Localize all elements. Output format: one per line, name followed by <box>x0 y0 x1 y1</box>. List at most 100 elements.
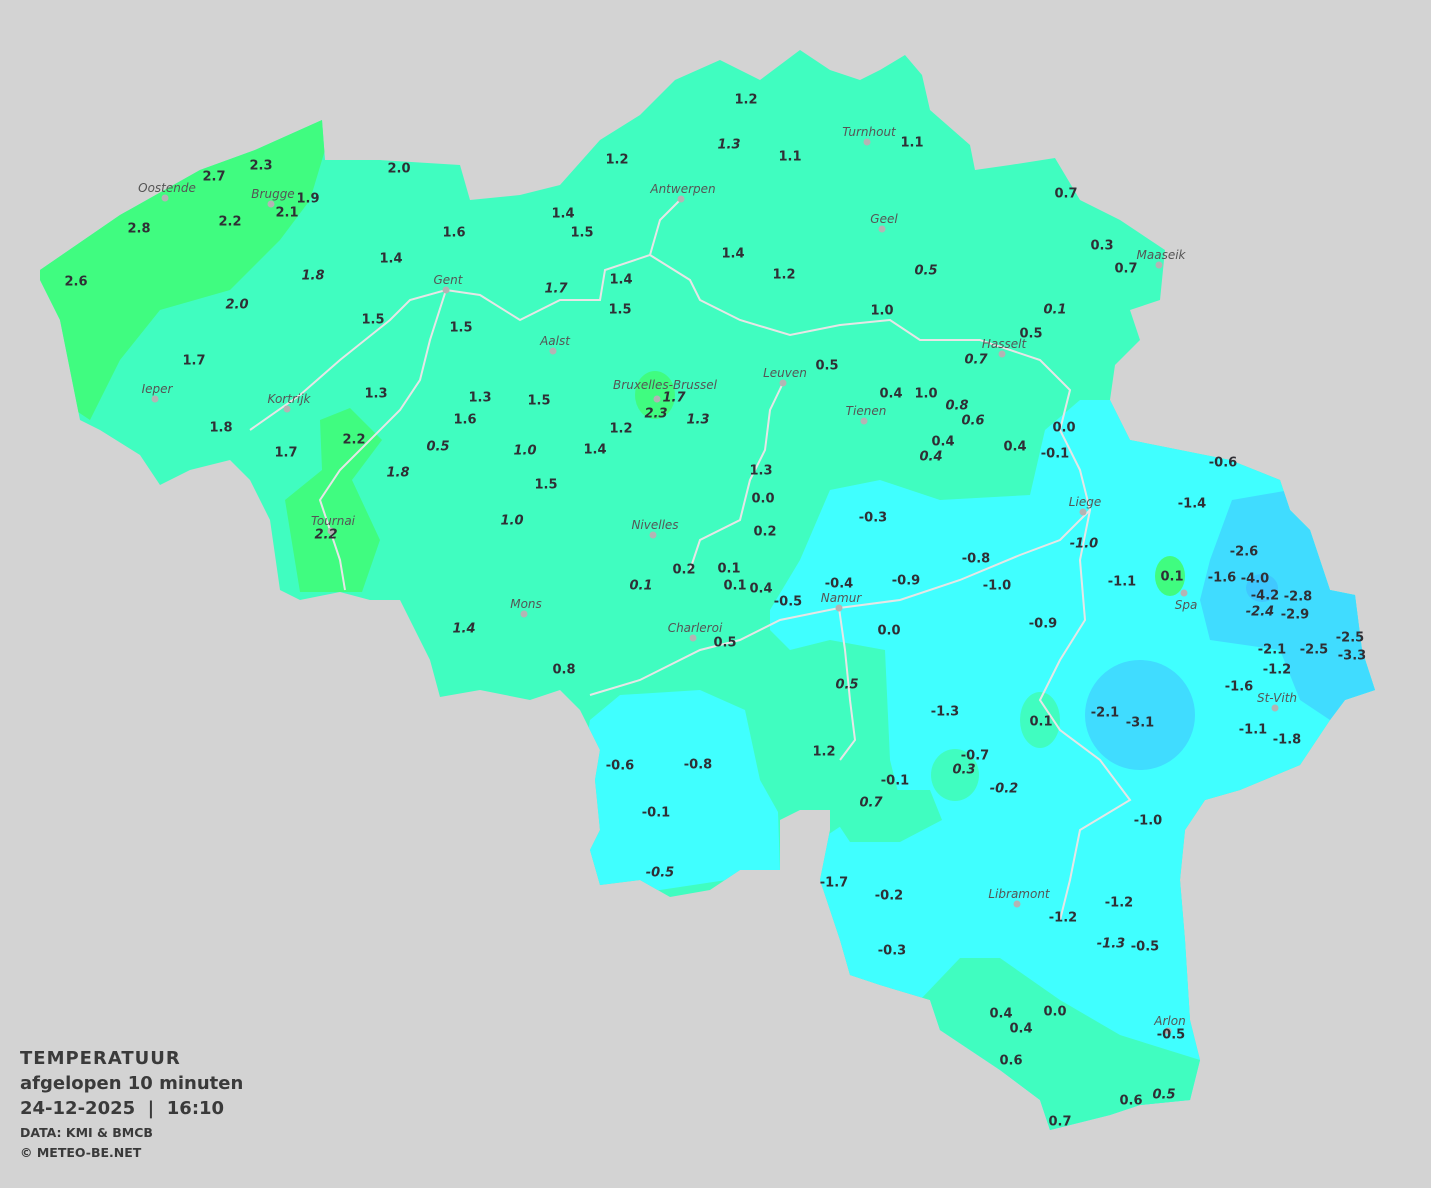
band-0-to-2-patch <box>1020 692 1060 748</box>
station-temperature: 1.4 <box>583 442 607 458</box>
station-temperature: 0.4 <box>931 434 955 450</box>
station-temperature: 1.3 <box>749 463 773 479</box>
station-temperature: 0.0 <box>1052 420 1076 436</box>
station-temperature: -1.0 <box>982 578 1012 594</box>
station-temperature: -4.2 <box>1250 588 1280 604</box>
station-temperature: 1.3 <box>468 390 492 406</box>
city-label: Maaseik <box>1136 248 1186 262</box>
station-temperature: -2.4 <box>1245 604 1275 620</box>
station-temperature: 1.7 <box>662 390 686 406</box>
station-temperature: -0.6 <box>605 758 635 774</box>
station-temperature: 1.3 <box>364 386 388 402</box>
station-temperature: -1.2 <box>1048 910 1078 926</box>
city-label: Tournai <box>310 514 356 528</box>
station-temperature: 1.5 <box>534 477 558 493</box>
city-label: Namur <box>820 591 862 605</box>
city-marker <box>161 194 169 202</box>
city-label: Bruxelles-Brussel <box>613 378 717 392</box>
station-temperature: 0.3 <box>1090 238 1114 254</box>
station-temperature: -0.5 <box>645 865 675 881</box>
station-temperature: -0.7 <box>960 748 990 764</box>
station-temperature: 0.0 <box>751 491 775 507</box>
station-temperature: 1.4 <box>721 246 745 262</box>
map-subtitle: afgelopen 10 minuten <box>20 1073 244 1094</box>
city-marker <box>442 286 450 294</box>
station-temperature: 1.9 <box>296 191 320 207</box>
station-temperature: 2.0 <box>225 297 249 313</box>
station-temperature: 2.8 <box>127 221 151 237</box>
station-temperature: -0.5 <box>1156 1027 1186 1043</box>
band-above-2-brussels <box>635 371 675 419</box>
city-marker <box>520 610 528 618</box>
city-label: Libramont <box>988 887 1050 901</box>
station-temperature: 1.0 <box>870 303 894 319</box>
station-temperature: -0.9 <box>891 573 921 589</box>
station-temperature: 2.3 <box>644 406 668 422</box>
station-temperature: -1.2 <box>1104 895 1134 911</box>
station-temperature: -1.0 <box>1069 536 1099 552</box>
station-temperature: 2.3 <box>249 158 273 174</box>
band-above-2-coast <box>40 100 340 420</box>
station-temperature: 0.7 <box>1054 186 1078 202</box>
station-temperature: 1.4 <box>551 206 575 222</box>
station-temperature: 0.6 <box>961 413 985 429</box>
station-temperature: -2.9 <box>1280 607 1310 623</box>
station-temperature: 0.5 <box>815 358 839 374</box>
city-label: Mons <box>510 597 542 611</box>
station-temperature: 0.8 <box>552 662 576 678</box>
station-temperature: 0.4 <box>749 581 773 597</box>
city-label: Tienen <box>845 404 887 418</box>
station-temperature: 1.2 <box>609 421 633 437</box>
station-temperature: -1.2 <box>1262 662 1292 678</box>
station-temperature: -1.7 <box>819 875 849 891</box>
station-temperature: 1.8 <box>386 465 410 481</box>
station-temperature: 1.0 <box>513 443 537 459</box>
station-temperature: 1.2 <box>772 267 796 283</box>
city-marker <box>860 417 868 425</box>
station-temperature: -1.8 <box>1272 732 1302 748</box>
station-temperature: 1.1 <box>900 135 924 151</box>
band-below-minus4 <box>1246 574 1278 602</box>
city-label: Liege <box>1068 495 1102 509</box>
station-temperature: 0.4 <box>1009 1021 1033 1037</box>
station-temperature: 0.5 <box>426 439 450 455</box>
city-marker <box>878 225 886 233</box>
station-temperature: 1.1 <box>778 149 802 165</box>
station-temperature: 1.4 <box>609 272 633 288</box>
band-minus2-to-minus4-hautes-fagnes <box>1085 660 1195 770</box>
station-temperature: -2.5 <box>1299 642 1329 658</box>
station-temperature: 1.2 <box>812 744 836 760</box>
city-label: Turnhout <box>842 125 896 139</box>
band-0-to-2-givet <box>830 790 942 842</box>
station-temperature: -4.0 <box>1240 571 1270 587</box>
station-temperature: -1.1 <box>1107 574 1137 590</box>
station-temperature: 2.0 <box>387 161 411 177</box>
station-temperature: -3.3 <box>1337 648 1367 664</box>
station-temperature: -2.6 <box>1229 544 1259 560</box>
city-label: Spa <box>1174 598 1198 612</box>
station-temperature: 2.7 <box>202 169 226 185</box>
data-source: DATA: KMI & BMCB <box>20 1125 153 1140</box>
station-temperature: 1.5 <box>449 320 473 336</box>
station-temperature: 1.5 <box>361 312 385 328</box>
station-temperature: 0.4 <box>919 449 943 465</box>
city-marker <box>1271 704 1279 712</box>
band-above-0-spa <box>1155 556 1185 596</box>
city-marker <box>835 604 843 612</box>
city-marker <box>151 395 159 403</box>
station-temperature: 2.2 <box>218 214 242 230</box>
city-label: Arlon <box>1154 1014 1186 1028</box>
city-label: Kortrijk <box>267 392 311 406</box>
station-temperature: 0.5 <box>1152 1087 1176 1103</box>
station-temperature: -2.1 <box>1090 705 1120 721</box>
station-temperature: 0.3 <box>952 762 976 778</box>
station-temperature: 2.2 <box>342 432 366 448</box>
station-temperature: 0.6 <box>999 1053 1023 1069</box>
station-temperature: 0.1 <box>629 578 653 594</box>
station-temperature: 1.7 <box>544 281 568 297</box>
city-marker <box>549 347 557 355</box>
station-temperature: -0.5 <box>773 594 803 610</box>
band-0-to-minus2-southwest <box>560 690 780 905</box>
station-temperature: 0.7 <box>1114 261 1138 277</box>
